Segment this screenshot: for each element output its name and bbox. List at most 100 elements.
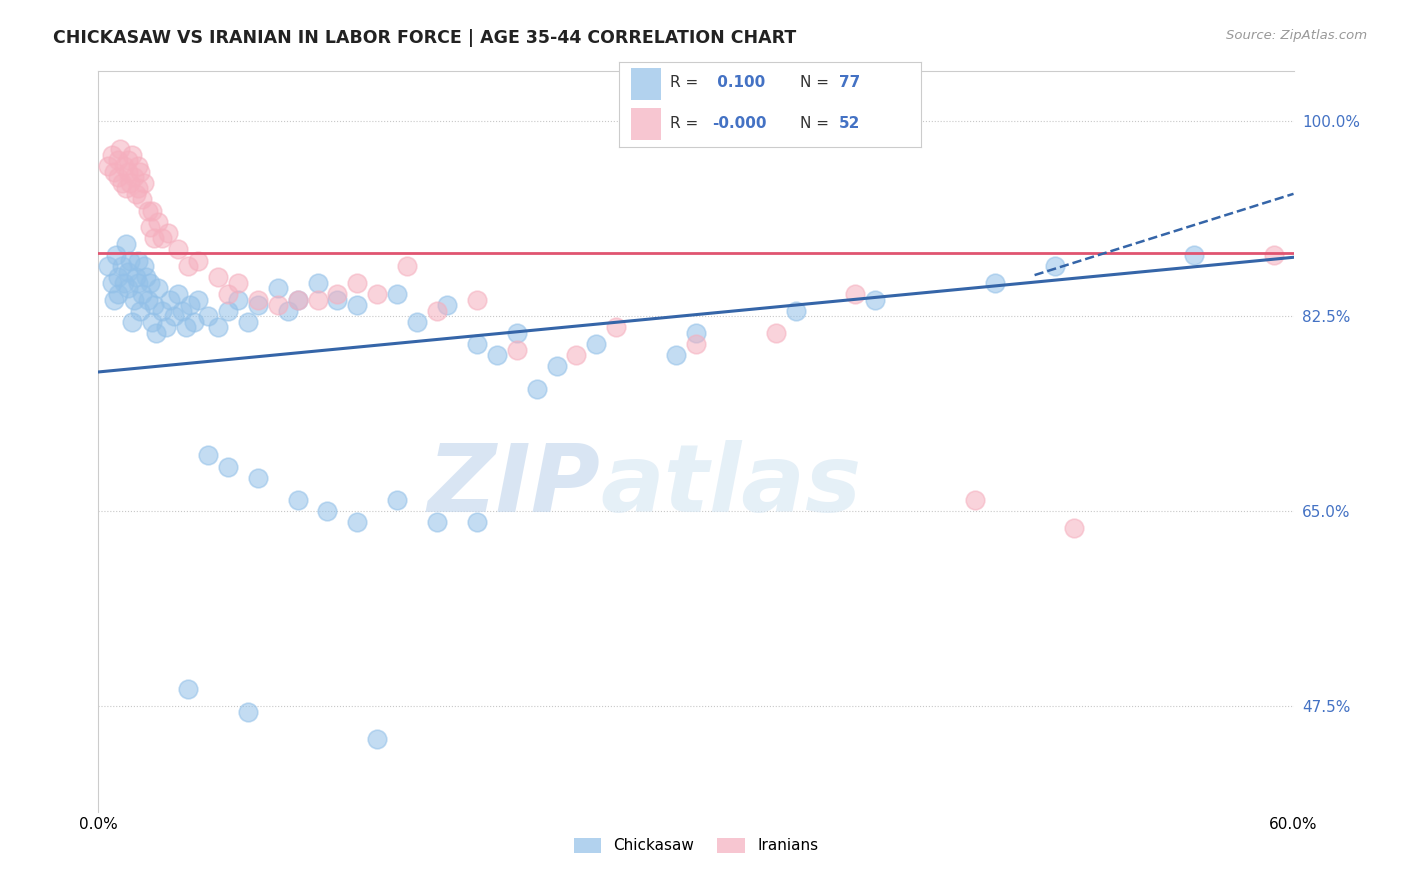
Point	[97, 159, 120, 173]
Text: R =: R =	[671, 75, 703, 90]
Point	[141, 203, 163, 218]
Point	[107, 170, 129, 185]
Point	[226, 293, 249, 307]
Text: -0.000: -0.000	[713, 116, 766, 131]
Point	[177, 682, 200, 697]
Point	[1182, 248, 1205, 262]
Point	[236, 315, 259, 329]
Legend: Chickasaw, Iranians: Chickasaw, Iranians	[568, 831, 824, 860]
Point	[246, 293, 269, 307]
Point	[406, 315, 429, 329]
Point	[150, 231, 173, 245]
Point	[124, 170, 146, 185]
Point	[385, 493, 409, 508]
Point	[385, 287, 409, 301]
Point	[120, 176, 142, 190]
Point	[565, 348, 588, 362]
Point	[307, 293, 329, 307]
Point	[316, 504, 339, 518]
Point	[465, 337, 488, 351]
Point	[107, 153, 129, 168]
Point	[150, 303, 173, 318]
Point	[139, 220, 162, 235]
Point	[844, 287, 866, 301]
Point	[111, 259, 134, 273]
Point	[110, 142, 132, 156]
Point	[287, 293, 309, 307]
Point	[287, 493, 309, 508]
Point	[179, 298, 201, 312]
Point	[148, 281, 170, 295]
Text: atlas: atlas	[600, 440, 862, 532]
Point	[465, 515, 488, 529]
Point	[765, 326, 787, 340]
Point	[277, 303, 299, 318]
Point	[665, 348, 688, 362]
Point	[117, 164, 139, 178]
Point	[172, 303, 194, 318]
Point	[436, 298, 458, 312]
Point	[506, 326, 529, 340]
Point	[159, 293, 181, 307]
Point	[107, 287, 129, 301]
Point	[134, 176, 156, 190]
Point	[135, 270, 157, 285]
Point	[785, 303, 807, 318]
Point	[1263, 248, 1285, 262]
Point	[865, 293, 887, 307]
Text: 52: 52	[839, 116, 860, 131]
Point	[465, 293, 488, 307]
Text: R =: R =	[671, 116, 703, 131]
Point	[155, 320, 177, 334]
Point	[163, 310, 186, 324]
Point	[129, 164, 152, 178]
Text: N =: N =	[800, 75, 834, 90]
Point	[143, 298, 166, 312]
Point	[307, 276, 329, 290]
Point	[366, 287, 388, 301]
Point	[217, 303, 239, 318]
Point	[1063, 521, 1085, 535]
Point	[121, 315, 143, 329]
Point	[267, 298, 290, 312]
Point	[112, 159, 135, 173]
Point	[105, 248, 128, 262]
Point	[112, 276, 135, 290]
Point	[685, 326, 707, 340]
Point	[236, 705, 259, 719]
Point	[136, 293, 159, 307]
Point	[157, 226, 180, 240]
Point	[134, 259, 156, 273]
Bar	[631, 108, 661, 140]
Point	[246, 298, 269, 312]
Point	[117, 153, 139, 168]
Point	[143, 231, 166, 245]
Point	[115, 181, 138, 195]
Point	[103, 164, 125, 178]
Point	[426, 515, 449, 529]
Text: 0.100: 0.100	[713, 75, 766, 90]
Point	[131, 287, 153, 301]
Point	[506, 343, 529, 357]
Point	[127, 159, 149, 173]
Point	[111, 176, 134, 190]
Point	[963, 493, 986, 508]
Point	[167, 287, 190, 301]
Point	[101, 148, 124, 162]
Point	[127, 276, 149, 290]
Point	[396, 259, 419, 273]
Point	[127, 253, 149, 268]
Point	[187, 253, 209, 268]
Point	[124, 293, 146, 307]
Point	[485, 348, 508, 362]
Point	[984, 276, 1007, 290]
Point	[267, 281, 290, 295]
Text: 77: 77	[839, 75, 860, 90]
Bar	[631, 68, 661, 100]
Point	[97, 259, 120, 273]
Point	[125, 186, 148, 201]
Point	[207, 320, 229, 334]
Point	[226, 276, 249, 290]
Point	[197, 310, 219, 324]
Point	[326, 293, 349, 307]
